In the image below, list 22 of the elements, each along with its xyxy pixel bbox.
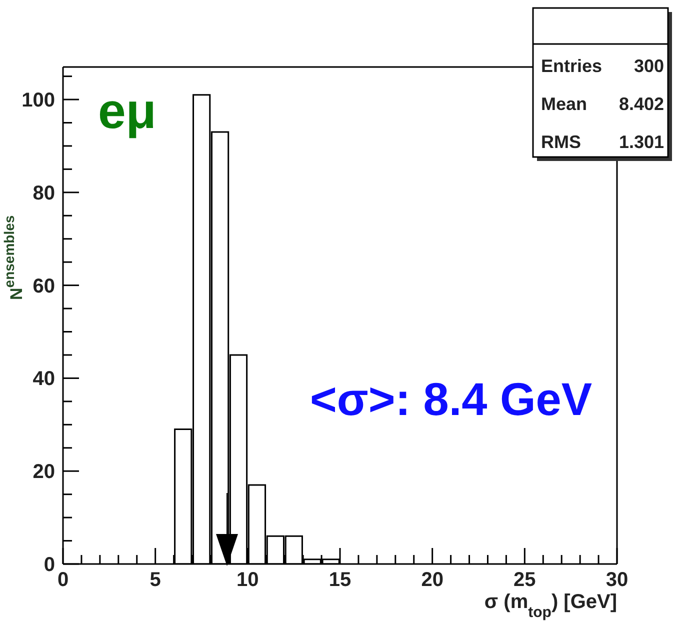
x-tick-label: 25	[514, 569, 536, 591]
text: 1.301	[618, 132, 664, 152]
x-tick-label: 5	[150, 569, 161, 591]
x-tick-label: 10	[236, 569, 259, 591]
x-tick-label: 20	[421, 569, 444, 591]
x-tick-label: 15	[328, 569, 352, 591]
y-tick-label: 80	[32, 182, 55, 204]
annotation: Entries	[541, 56, 602, 76]
annotation: Mean	[541, 94, 588, 114]
x-tick-label: 30	[606, 569, 628, 591]
y-tick-label: 40	[32, 368, 55, 390]
text: 300	[634, 56, 664, 76]
y-tick-label: 0	[44, 554, 55, 576]
annotation: eμ	[98, 83, 156, 139]
y-tick-label: 60	[32, 275, 55, 298]
text: 8.402	[618, 94, 664, 114]
x-axis-title: σ (m$_{top}$) [GeV]	[484, 591, 617, 620]
annotation: <σ>: 8.4 GeV	[310, 373, 592, 425]
x-tick-label: 0	[57, 569, 69, 591]
y-tick-label: 100	[22, 90, 55, 112]
y-tick-label: 20	[32, 461, 55, 484]
annotation: RMS	[541, 132, 581, 152]
